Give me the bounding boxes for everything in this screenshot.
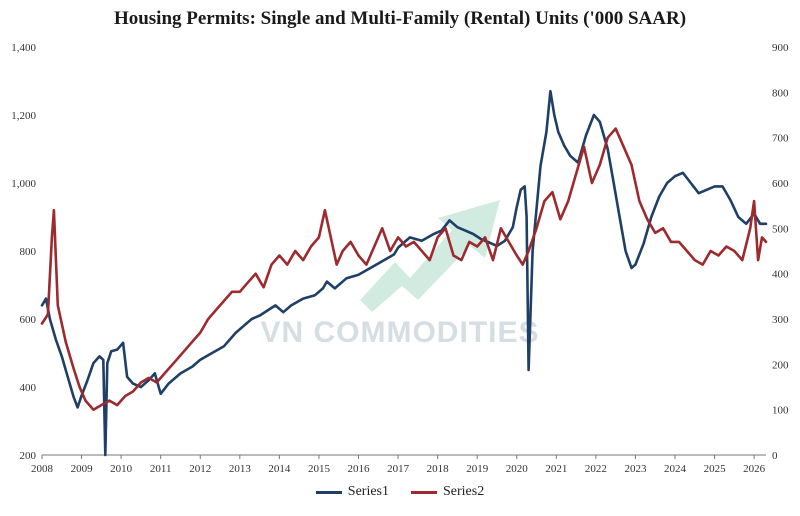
legend-item-series2: Series2 (411, 484, 484, 500)
y-right-tick-label: 900 (772, 42, 789, 54)
legend-item-series1: Series1 (315, 484, 389, 500)
x-tick-label: 2025 (704, 463, 727, 475)
watermark-text: VN COMMODITIES (260, 316, 539, 349)
x-tick-label: 2008 (31, 463, 54, 475)
y-left-tick-label: 1,200 (11, 110, 36, 122)
x-tick-label: 2024 (664, 463, 687, 475)
legend-swatch-series2 (411, 490, 437, 494)
y-right-tick-label: 700 (772, 133, 789, 145)
x-tick-label: 2009 (71, 463, 94, 475)
y-right-tick-label: 800 (772, 87, 789, 99)
y-right-tick-label: 400 (772, 269, 789, 281)
y-right-tick-label: 200 (772, 359, 789, 371)
legend-swatch-series1 (315, 490, 342, 494)
y-right-tick-label: 100 (772, 405, 789, 417)
legend-label-series2: Series2 (443, 484, 485, 499)
y-right-tick-label: 500 (772, 223, 789, 235)
x-tick-label: 2026 (743, 463, 766, 475)
legend: Series1 Series2 (0, 484, 800, 500)
x-tick-label: 2020 (506, 463, 529, 475)
series-lines (40, 89, 768, 457)
x-tick-label: 2016 (348, 463, 371, 475)
chart-title: Housing Permits: Single and Multi-Family… (113, 8, 687, 29)
y-left-tick-label: 1,400 (11, 42, 36, 54)
axes: 200 400 600 800 1,000 1,200 1,400 0 100 200 300 400… (11, 42, 789, 475)
x-tick-label: 2018 (427, 463, 450, 475)
x-tick-label: 2022 (585, 463, 607, 475)
x-tick-label: 2014 (268, 463, 291, 475)
x-tick-label: 2011 (150, 463, 172, 475)
x-tick-label: 2012 (189, 463, 211, 475)
y-right-tick-label: 300 (772, 314, 789, 326)
y-left-tick-label: 200 (20, 450, 37, 462)
x-tick-label: 2021 (545, 463, 567, 475)
x-tick-label: 2017 (387, 463, 410, 475)
y-left-tick-label: 800 (20, 246, 37, 258)
x-tick-label: 2013 (229, 463, 252, 475)
y-left-tick-label: 600 (20, 314, 37, 326)
x-tick-label: 2015 (308, 463, 331, 475)
y-right-tick-label: 0 (772, 450, 778, 462)
series-line-series2 (40, 127, 768, 412)
series-line-series1 (40, 89, 768, 457)
y-left-tick-label: 400 (20, 382, 37, 394)
y-right-tick-label: 600 (772, 178, 789, 190)
x-tick-label: 2019 (466, 463, 489, 475)
y-left-tick-label: 1,000 (11, 178, 36, 190)
legend-label-series1: Series1 (347, 484, 389, 499)
watermark: VN COMMODITIES (260, 200, 539, 349)
x-tick-label: 2010 (110, 463, 133, 475)
x-tick-label: 2023 (624, 463, 647, 475)
